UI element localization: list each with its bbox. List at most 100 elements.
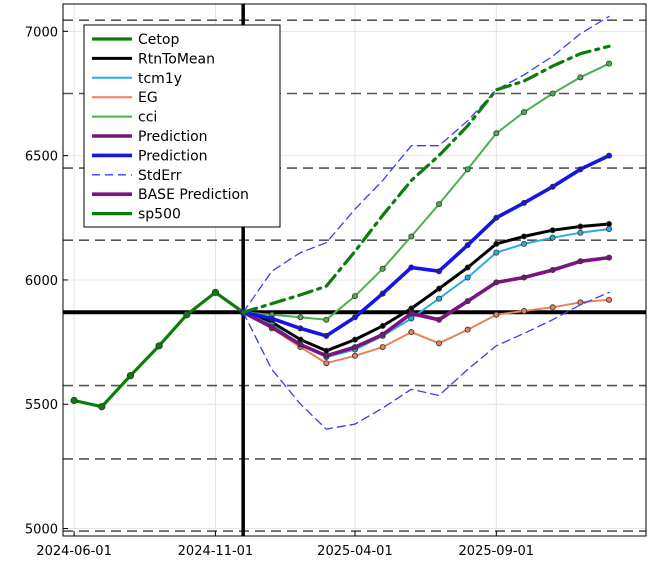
data-point: [351, 293, 358, 300]
data-point: [493, 214, 500, 221]
y-tick-label: 7000: [25, 25, 58, 40]
data-point: [493, 130, 500, 137]
data-point: [323, 316, 330, 323]
data-point: [436, 268, 443, 275]
data-point: [268, 324, 275, 331]
data-point: [268, 315, 275, 322]
data-point: [297, 314, 304, 321]
legend-label: Cetop: [138, 32, 179, 48]
y-tick-label: 6000: [25, 274, 58, 289]
data-point: [351, 336, 358, 343]
data-point: [351, 344, 358, 351]
data-point: [408, 233, 415, 240]
y-tick-label: 5000: [25, 523, 58, 538]
legend-label: tcm1y: [138, 71, 182, 87]
series-base-prediction-9: [409, 299, 470, 322]
reference-lines: [63, 4, 646, 536]
legend-label: cci: [138, 110, 157, 126]
data-point: [98, 403, 106, 411]
data-point: [606, 221, 613, 228]
data-point: [521, 109, 528, 116]
data-point: [549, 266, 556, 273]
legend-label: Prediction: [138, 129, 208, 145]
data-point: [323, 352, 330, 359]
data-point: [577, 74, 584, 81]
data-point: [155, 342, 163, 350]
legend: Cetop RtnToMean tcm1y EG cci Prediction Predic…: [83, 24, 281, 228]
data-point: [323, 347, 330, 354]
data-point: [549, 234, 556, 241]
legend-label: BASE Prediction: [138, 187, 249, 203]
legend-label: sp500: [138, 207, 181, 223]
data-point: [379, 344, 386, 351]
data-point: [606, 225, 613, 232]
data-point: [577, 229, 584, 236]
data-point: [211, 288, 220, 296]
data-point: [606, 152, 613, 159]
series-line: [241, 44, 611, 314]
y-tick-label: 5500: [25, 398, 58, 413]
data-point: [521, 233, 528, 240]
data-point: [379, 331, 386, 338]
data-point: [126, 372, 135, 380]
data-point: [577, 166, 584, 173]
series-rtntomean-1: [240, 221, 613, 354]
data-point: [577, 299, 584, 306]
data-point: [408, 305, 415, 312]
data-point: [549, 90, 556, 97]
data-point: [297, 325, 304, 332]
x-tick-label: 2025-04-01: [317, 544, 393, 559]
data-point: [351, 352, 358, 359]
data-point: [436, 340, 443, 347]
series: [70, 15, 613, 430]
data-point: [606, 254, 613, 261]
series-sp500-10: [241, 44, 611, 314]
data-point: [521, 274, 528, 281]
series-line: [241, 222, 611, 353]
data-point: [493, 311, 500, 318]
data-point: [323, 332, 330, 339]
y-tick-label: 6500: [25, 150, 58, 165]
data-point: [379, 322, 386, 329]
data-point: [549, 183, 556, 190]
x-tick-label: 2024-06-01: [36, 544, 112, 559]
data-point: [521, 308, 528, 315]
data-point: [379, 265, 386, 272]
data-point: [464, 166, 471, 173]
series-line: [242, 291, 610, 430]
data-point: [351, 314, 358, 321]
data-point: [183, 311, 191, 319]
data-point: [436, 285, 443, 292]
data-point: [323, 360, 330, 367]
series-prediction-6: [240, 152, 613, 339]
data-point: [493, 249, 500, 256]
data-point: [493, 279, 500, 286]
x-tick-label: 2025-09-01: [459, 544, 535, 559]
data-point: [493, 240, 500, 247]
data-point: [606, 60, 613, 67]
series-line: [242, 298, 610, 365]
data-point: [70, 396, 78, 405]
data-point: [577, 258, 584, 265]
series-cci-4: [240, 60, 613, 323]
data-point: [521, 199, 528, 206]
data-point: [408, 329, 415, 336]
series-line: [242, 15, 610, 313]
data-point: [408, 264, 415, 271]
data-point: [606, 296, 613, 303]
data-point: [521, 240, 528, 247]
series-stderr-7: [242, 15, 610, 313]
data-point: [577, 223, 584, 230]
x-tick-label: 2024-11-01: [178, 544, 254, 559]
legend-label: Prediction: [138, 148, 208, 164]
legend-label: RtnToMean: [138, 51, 215, 67]
data-point: [549, 227, 556, 234]
series-tcm1y-2: [240, 225, 613, 361]
series-line: [241, 153, 611, 338]
data-point: [436, 201, 443, 208]
data-point: [549, 304, 556, 311]
data-point: [464, 274, 471, 281]
series-stderr-lower-8: [242, 291, 610, 430]
data-point: [436, 295, 443, 302]
